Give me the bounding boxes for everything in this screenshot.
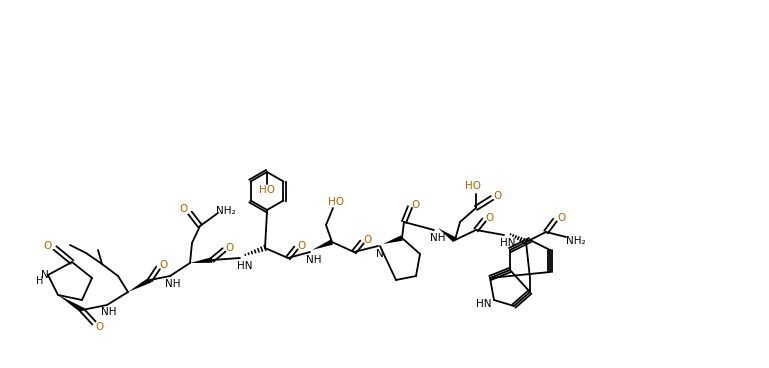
Text: O: O (486, 213, 494, 223)
Text: O: O (364, 235, 372, 245)
Polygon shape (383, 235, 403, 244)
Text: NH: NH (306, 255, 321, 265)
Text: O: O (43, 241, 51, 251)
Polygon shape (438, 228, 457, 242)
Text: O: O (557, 213, 565, 223)
Text: HO: HO (259, 185, 275, 195)
Text: NH: NH (102, 307, 117, 317)
Text: HO: HO (465, 181, 481, 191)
Text: O: O (180, 204, 188, 214)
Text: HO: HO (328, 197, 344, 207)
Text: NH: NH (165, 279, 181, 289)
Text: O: O (494, 191, 502, 201)
Text: HN: HN (476, 299, 491, 309)
Text: O: O (159, 260, 167, 270)
Text: O: O (412, 200, 420, 210)
Text: NH₂: NH₂ (566, 236, 586, 246)
Text: HN: HN (238, 261, 253, 271)
Text: N: N (376, 249, 384, 259)
Text: H: H (36, 276, 44, 286)
Text: O: O (226, 243, 234, 253)
Polygon shape (312, 240, 333, 250)
Polygon shape (128, 277, 151, 292)
Text: NH₂: NH₂ (216, 206, 236, 216)
Polygon shape (190, 257, 212, 263)
Text: O: O (298, 241, 306, 251)
Text: N: N (41, 270, 49, 280)
Text: HN: HN (501, 238, 516, 248)
Polygon shape (58, 295, 84, 312)
Text: O: O (95, 322, 103, 332)
Text: NH: NH (430, 233, 446, 243)
